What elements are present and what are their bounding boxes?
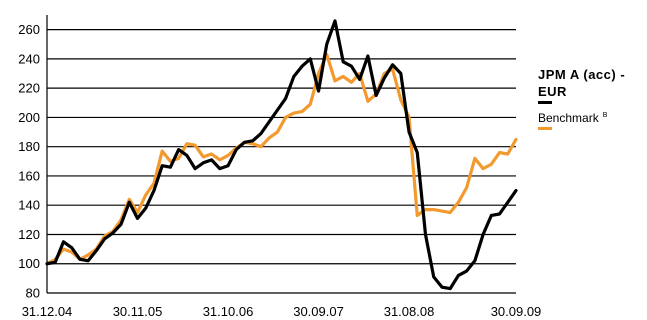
legend-benchmark-swatch xyxy=(538,127,552,130)
y-tick-label: 180 xyxy=(18,139,40,154)
y-tick-label: 240 xyxy=(18,51,40,66)
legend-benchmark-label: Benchmark B xyxy=(538,111,647,125)
series-lines xyxy=(45,19,518,291)
legend-benchmark-text: Benchmark xyxy=(538,111,599,125)
x-axis-ticks: 31.12.04 30.11.05 31.10.06 30.09.07 31.08.08… xyxy=(22,304,542,319)
y-tick-label: 160 xyxy=(18,168,40,183)
x-tick-label: 30.09.09 xyxy=(491,304,542,319)
legend-fund: JPM A (acc) - EUR xyxy=(538,66,647,104)
y-tick-label: 220 xyxy=(18,81,40,96)
series-line-benchmark xyxy=(45,52,518,266)
y-tick-label: 140 xyxy=(18,198,40,213)
legend-fund-label: JPM A (acc) - EUR xyxy=(538,67,626,99)
x-tick-label: 31.10.06 xyxy=(203,304,254,319)
x-tick-label: 31.12.04 xyxy=(22,304,73,319)
x-tick-label: 31.08.08 xyxy=(384,304,435,319)
y-tick-label: 200 xyxy=(18,110,40,125)
y-axis-ticks: 80 100 120 140 160 180 200 220 240 260 xyxy=(18,22,40,300)
y-tick-label: 80 xyxy=(26,286,40,301)
legend-benchmark: Benchmark B xyxy=(538,111,647,130)
x-tick-label: 30.09.07 xyxy=(293,304,344,319)
series-line-fund xyxy=(45,19,518,291)
grid-lines xyxy=(47,29,516,294)
y-tick-label: 260 xyxy=(18,22,40,37)
x-tick-label: 30.11.05 xyxy=(113,304,163,319)
legend-fund-swatch xyxy=(538,101,552,104)
y-tick-label: 120 xyxy=(18,227,40,242)
legend-benchmark-footnote: B xyxy=(602,112,608,119)
y-tick-label: 100 xyxy=(18,256,40,271)
